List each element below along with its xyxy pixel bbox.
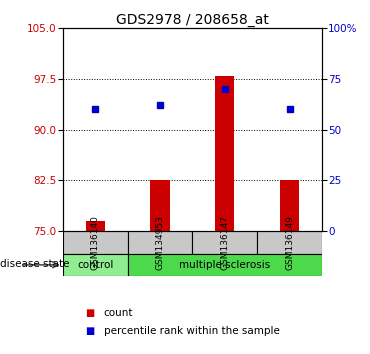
Text: percentile rank within the sample: percentile rank within the sample xyxy=(104,326,279,336)
Text: multiple sclerosis: multiple sclerosis xyxy=(179,260,270,270)
Text: GSM136147: GSM136147 xyxy=(220,215,229,270)
Bar xyxy=(128,231,192,253)
Text: disease state: disease state xyxy=(0,259,70,269)
Bar xyxy=(280,181,299,231)
Text: ■: ■ xyxy=(85,326,94,336)
Bar xyxy=(192,231,257,253)
Bar xyxy=(85,221,105,231)
Text: control: control xyxy=(77,260,114,270)
Bar xyxy=(150,181,170,231)
Bar xyxy=(63,231,128,253)
Bar xyxy=(215,76,235,231)
Bar xyxy=(128,253,322,276)
Text: GSM136149: GSM136149 xyxy=(285,215,294,270)
Text: GSM134953: GSM134953 xyxy=(155,215,165,270)
Bar xyxy=(257,231,322,253)
Text: GSM136140: GSM136140 xyxy=(91,215,100,270)
Text: count: count xyxy=(104,308,133,318)
Title: GDS2978 / 208658_at: GDS2978 / 208658_at xyxy=(116,13,269,27)
Text: ■: ■ xyxy=(85,308,94,318)
Bar xyxy=(63,253,128,276)
